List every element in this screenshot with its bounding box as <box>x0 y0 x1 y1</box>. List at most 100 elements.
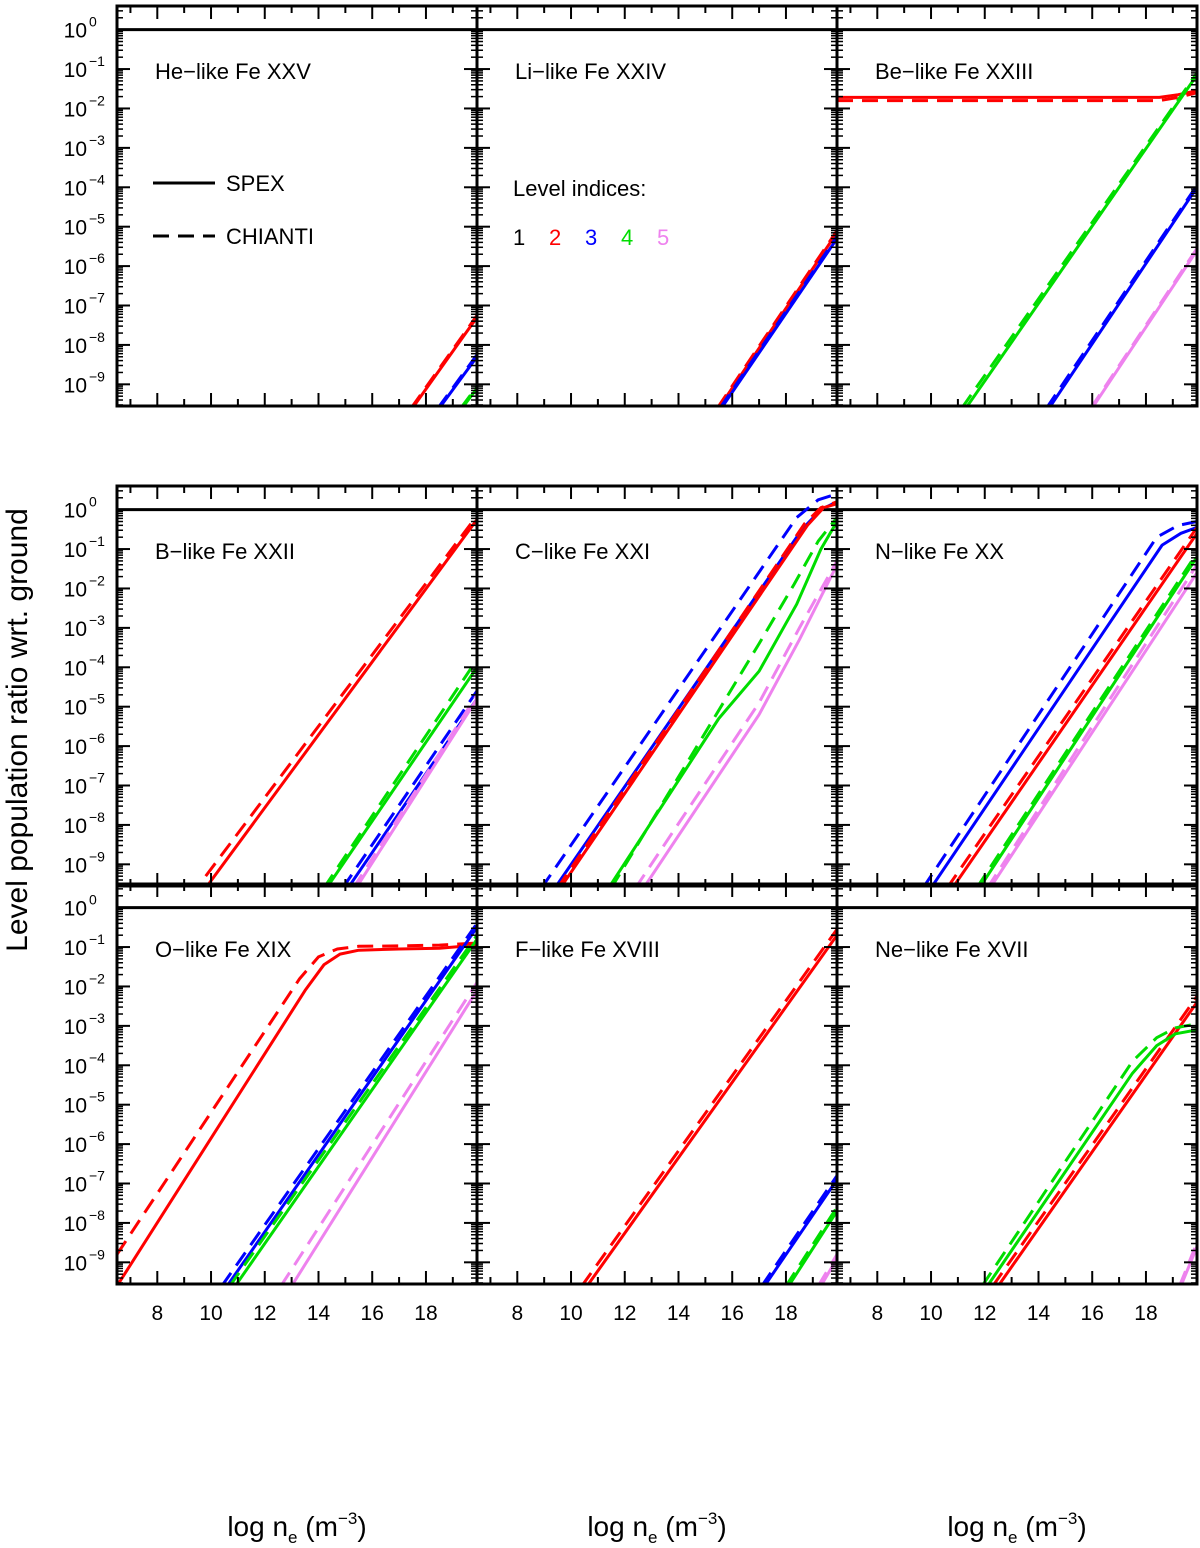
legend-level-3: 3 <box>585 225 597 250</box>
legend-label: CHIANTI <box>226 224 314 249</box>
series-level-4-chianti <box>229 934 477 1284</box>
y-tick-label: 10 <box>64 1213 87 1236</box>
y-tick-label: 10 <box>64 697 87 720</box>
panel-title: O−like Fe XIX <box>155 937 292 962</box>
y-tick-label: 10 <box>64 976 87 999</box>
series-level-3-chianti <box>719 235 837 406</box>
panel-title: F−like Fe XVIII <box>515 937 660 962</box>
series-level-3-chianti <box>437 353 477 406</box>
panel-2: Li−like Fe XXIV <box>475 4 839 408</box>
y-tick-label: 10 <box>64 296 87 319</box>
series-level-5-spex <box>291 989 477 1284</box>
panel-title: Be−like Fe XXIII <box>875 59 1033 84</box>
panel-frame <box>835 4 1199 408</box>
y-tick-label: 10 <box>64 98 87 121</box>
panel-title: Li−like Fe XXIV <box>515 59 666 84</box>
series-level-2-spex <box>837 89 1197 99</box>
x-tick-label: 18 <box>774 1302 797 1325</box>
series-level-4-spex <box>234 938 477 1284</box>
panel-3: Be−like Fe XXIII <box>835 4 1199 408</box>
series-level-4-spex <box>326 666 477 886</box>
series-level-4-chianti <box>460 385 477 406</box>
series-level-3-spex <box>1048 186 1197 406</box>
y-tick-exponent: −2 <box>89 970 105 986</box>
legend-label: SPEX <box>226 171 285 196</box>
y-tick-exponent: −2 <box>89 92 105 108</box>
y-tick-exponent: −8 <box>89 1207 105 1223</box>
panel-5: C−like Fe XXI <box>475 484 839 888</box>
y-tick-label: 10 <box>64 59 87 82</box>
series-level-4-chianti <box>961 72 1197 406</box>
panel-title: N−like Fe XX <box>875 539 1004 564</box>
y-tick-label: 10 <box>64 1134 87 1157</box>
y-tick-exponent: −7 <box>89 1168 105 1184</box>
y-tick-exponent: −2 <box>89 572 105 588</box>
panel-title: B−like Fe XXII <box>155 539 295 564</box>
series-level-5-chianti <box>352 694 477 886</box>
y-tick-exponent: −5 <box>89 691 105 707</box>
series-level-2-spex <box>117 943 477 1284</box>
x-tick-label: 14 <box>667 1302 691 1325</box>
series-level-5-spex <box>355 697 477 886</box>
x-tick-label: 12 <box>973 1302 996 1325</box>
series-level-4-chianti <box>785 1206 837 1284</box>
y-tick-label: 10 <box>64 1095 87 1118</box>
series-level-4-spex <box>965 74 1197 406</box>
x-tick-label: 12 <box>613 1302 636 1325</box>
series-level-4-spex <box>978 556 1197 886</box>
y-tick-label: 10 <box>64 578 87 601</box>
y-tick-exponent: −9 <box>89 1246 105 1262</box>
series-level-2-chianti <box>946 526 1197 886</box>
series-level-3-chianti <box>922 520 1197 886</box>
y-tick-label: 10 <box>64 776 87 799</box>
y-tick-label: 10 <box>64 177 87 200</box>
y-tick-exponent: 0 <box>89 494 97 510</box>
x-tick-label: 18 <box>1134 1302 1157 1325</box>
legend-level-1: 1 <box>513 225 525 250</box>
y-tick-exponent: −6 <box>89 250 105 266</box>
y-tick-exponent: −7 <box>89 290 105 306</box>
y-tick-label: 10 <box>64 256 87 279</box>
y-tick-label: 10 <box>64 138 87 161</box>
series-level-5-chianti <box>986 563 1197 886</box>
y-tick-label: 10 <box>64 500 87 523</box>
x-tick-label: 16 <box>1081 1302 1104 1325</box>
y-tick-label: 10 <box>64 1016 87 1039</box>
y-tick-label: 10 <box>64 937 87 960</box>
x-tick-label: 10 <box>559 1302 582 1325</box>
series-level-5-spex <box>989 571 1197 886</box>
series-level-5-chianti <box>280 981 477 1284</box>
y-tick-exponent: −5 <box>89 211 105 227</box>
series-level-3-chianti <box>541 492 837 886</box>
y-tick-label: 10 <box>64 736 87 759</box>
y-tick-exponent: −1 <box>89 53 105 69</box>
series-level-5-spex <box>643 564 837 886</box>
x-tick-label: 14 <box>307 1302 331 1325</box>
y-tick-label: 10 <box>64 815 87 838</box>
series-level-3-spex <box>226 926 477 1284</box>
panel-frame <box>835 882 1199 1286</box>
y-tick-exponent: −6 <box>89 730 105 746</box>
series-level-2-chianti <box>117 941 477 1256</box>
series-level-4-chianti <box>610 516 837 886</box>
y-tick-label: 10 <box>64 20 87 43</box>
y-tick-exponent: −8 <box>89 809 105 825</box>
y-tick-exponent: −9 <box>89 368 105 384</box>
series-level-2-chianti <box>716 229 837 406</box>
series-level-2-spex <box>586 934 837 1284</box>
series-level-2-chianti <box>204 514 477 878</box>
series-level-3-spex <box>764 1178 837 1284</box>
series-level-3-chianti <box>761 1174 837 1284</box>
y-tick-exponent: −7 <box>89 770 105 786</box>
series-level-3-chianti <box>342 690 477 886</box>
x-tick-label: 8 <box>511 1302 523 1325</box>
series-level-2-spex <box>997 1001 1197 1284</box>
legend-level-5: 5 <box>657 225 669 250</box>
y-tick-label: 10 <box>64 618 87 641</box>
panel-8: F−like Fe XVIII 8 10 12 14 16 18 <box>475 882 839 1325</box>
y-tick-label: 10 <box>64 1252 87 1275</box>
series-level-4-spex <box>986 1028 1197 1284</box>
y-tick-exponent: 0 <box>89 892 97 908</box>
series-level-5-chianti <box>817 1253 837 1284</box>
